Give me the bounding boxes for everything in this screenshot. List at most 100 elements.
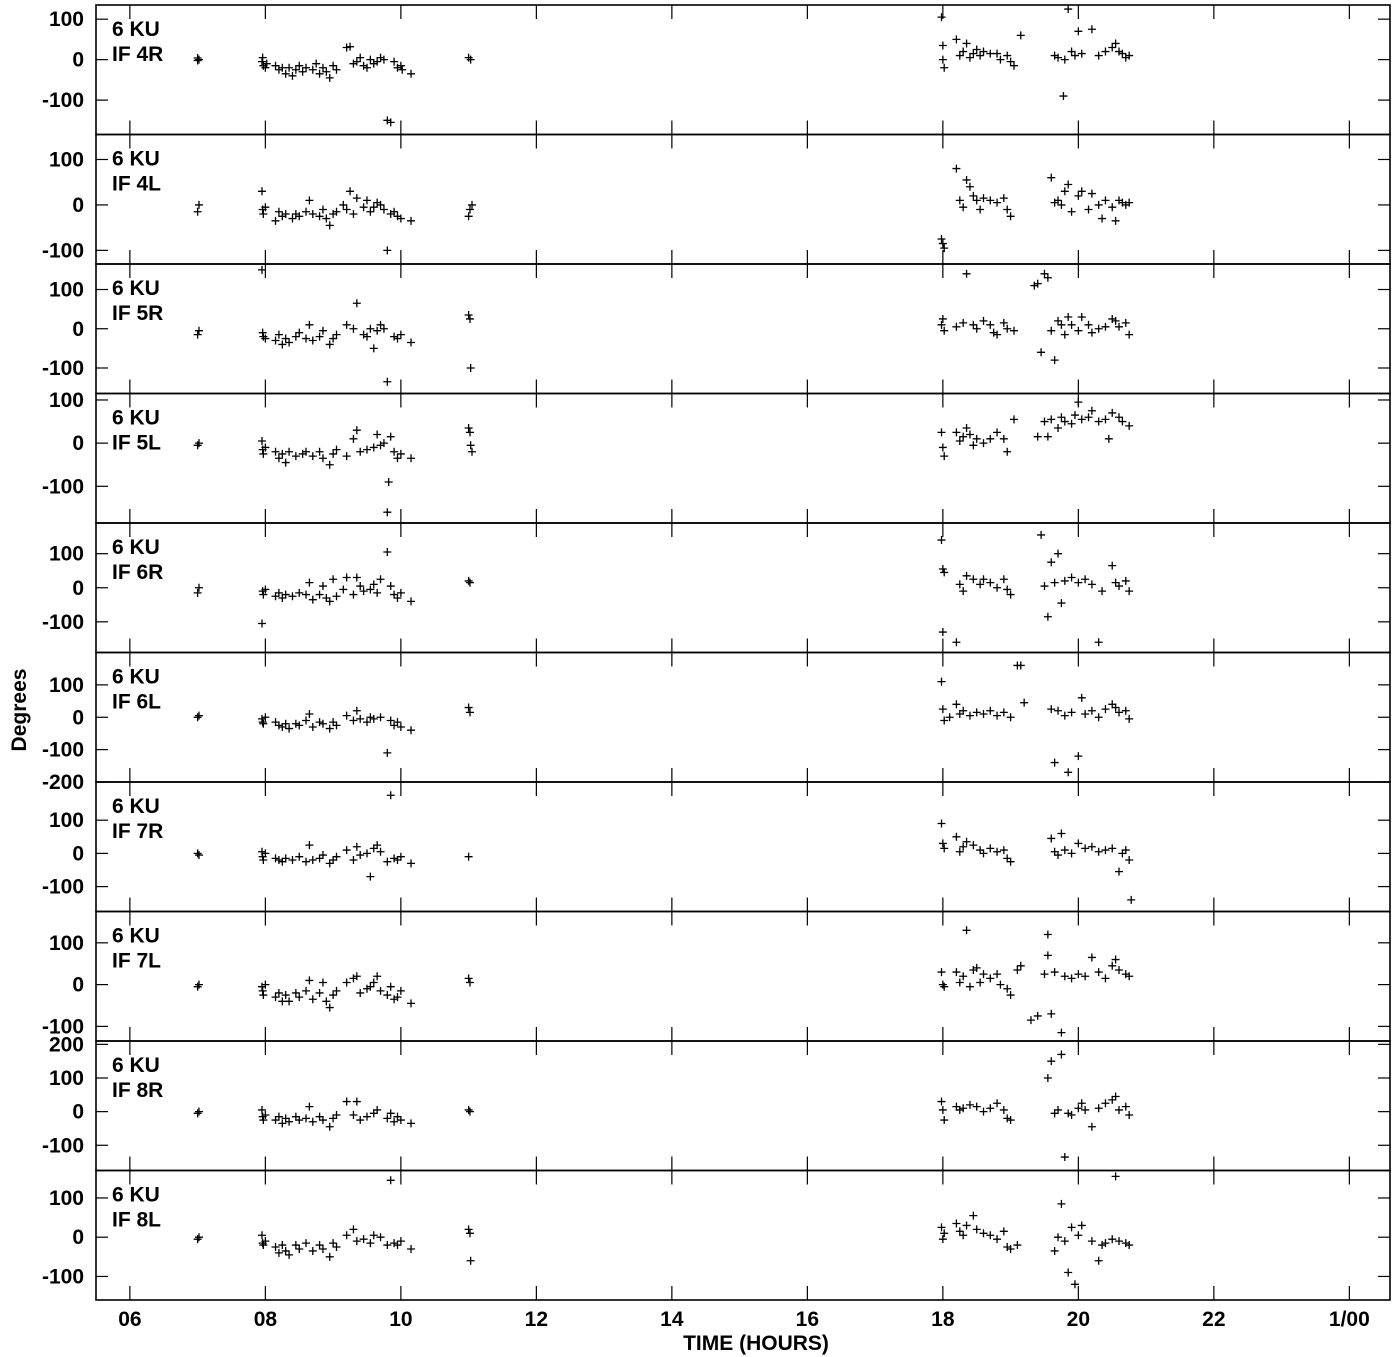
data-point — [1067, 419, 1076, 428]
data-point — [1118, 417, 1127, 426]
data-point — [1030, 281, 1039, 290]
data-point — [972, 963, 981, 972]
y-tick-label: 0 — [72, 1226, 84, 1249]
data-point — [366, 872, 375, 881]
data-point — [325, 340, 334, 349]
data-point — [1125, 198, 1134, 207]
data-point — [396, 1116, 405, 1125]
data-point — [342, 573, 351, 582]
data-point — [194, 583, 203, 592]
data-point — [369, 580, 378, 589]
data-point — [278, 1241, 287, 1250]
data-point — [1077, 415, 1086, 424]
data-point — [1101, 846, 1110, 855]
data-point — [955, 1105, 964, 1114]
y-tick-label: 0 — [72, 974, 84, 997]
data-point — [396, 722, 405, 731]
data-point — [993, 583, 1002, 592]
data-point — [986, 196, 995, 205]
data-point — [955, 847, 964, 856]
x-tick-label: 14 — [660, 1308, 684, 1331]
data-point — [373, 841, 382, 850]
data-point — [305, 841, 314, 850]
data-point — [383, 377, 392, 386]
y-tick-label: -100 — [42, 239, 84, 262]
data-point — [466, 55, 475, 64]
data-point — [322, 214, 331, 223]
data-point — [390, 590, 399, 599]
data-point — [1081, 710, 1090, 719]
data-point — [972, 1225, 981, 1234]
data-point — [1009, 61, 1018, 70]
data-point — [305, 320, 314, 329]
data-point — [1108, 1235, 1117, 1244]
data-point — [1125, 1111, 1134, 1119]
data-point — [308, 452, 317, 461]
data-point — [315, 590, 324, 599]
data-point — [281, 590, 290, 599]
data-point — [366, 585, 375, 594]
data-point — [1101, 322, 1110, 331]
data-point — [362, 63, 371, 72]
data-point — [1125, 330, 1134, 339]
data-point — [1094, 51, 1103, 60]
data-point — [965, 982, 974, 991]
data-point — [302, 590, 311, 599]
data-point — [1013, 965, 1022, 974]
data-point — [969, 441, 978, 450]
y-tick-label: 100 — [49, 674, 84, 697]
data-point — [999, 575, 1008, 584]
data-point — [342, 452, 351, 461]
data-point — [193, 982, 202, 991]
data-point — [1115, 1105, 1124, 1114]
data-point — [288, 214, 297, 223]
data-point — [1127, 895, 1136, 904]
data-point — [193, 1109, 202, 1118]
data-point — [302, 857, 311, 866]
data-point — [285, 1117, 294, 1126]
data-point — [325, 1122, 334, 1131]
data-point — [325, 1003, 334, 1012]
data-point — [972, 1102, 981, 1111]
data-point — [352, 573, 361, 582]
data-point — [962, 269, 971, 278]
data-point — [305, 710, 314, 719]
data-point — [291, 332, 300, 341]
data-point — [1060, 55, 1069, 64]
data-point — [193, 54, 202, 63]
data-point — [257, 847, 266, 856]
panel-source-label: 6 KU — [112, 407, 160, 430]
data-point — [308, 995, 317, 1004]
data-point — [464, 852, 473, 861]
data-point — [1003, 324, 1012, 333]
data-point — [1115, 322, 1124, 331]
panel-if-label: IF 5L — [112, 432, 161, 455]
data-point — [1111, 316, 1120, 325]
data-point — [407, 69, 416, 78]
data-point — [999, 708, 1008, 717]
panel-source-label: 6 KU — [112, 536, 160, 559]
data-point — [940, 568, 949, 577]
y-tick-label: 100 — [49, 543, 84, 566]
data-point — [1111, 955, 1120, 964]
data-point — [464, 1225, 473, 1234]
data-point — [390, 1239, 399, 1248]
data-point — [342, 205, 351, 214]
data-point — [315, 1112, 324, 1121]
data-point — [1003, 1114, 1012, 1123]
data-point — [1067, 47, 1076, 56]
data-point — [937, 1223, 946, 1232]
data-point — [342, 711, 351, 720]
data-point — [464, 212, 473, 221]
data-point — [390, 57, 399, 66]
y-tick-label: -100 — [42, 1134, 84, 1157]
data-point — [352, 426, 361, 435]
x-tick-label: 1/00 — [1329, 1308, 1370, 1331]
data-point — [1067, 849, 1076, 858]
data-point — [1081, 844, 1090, 853]
data-point — [281, 69, 290, 78]
data-point — [332, 592, 341, 601]
data-point — [376, 200, 385, 209]
